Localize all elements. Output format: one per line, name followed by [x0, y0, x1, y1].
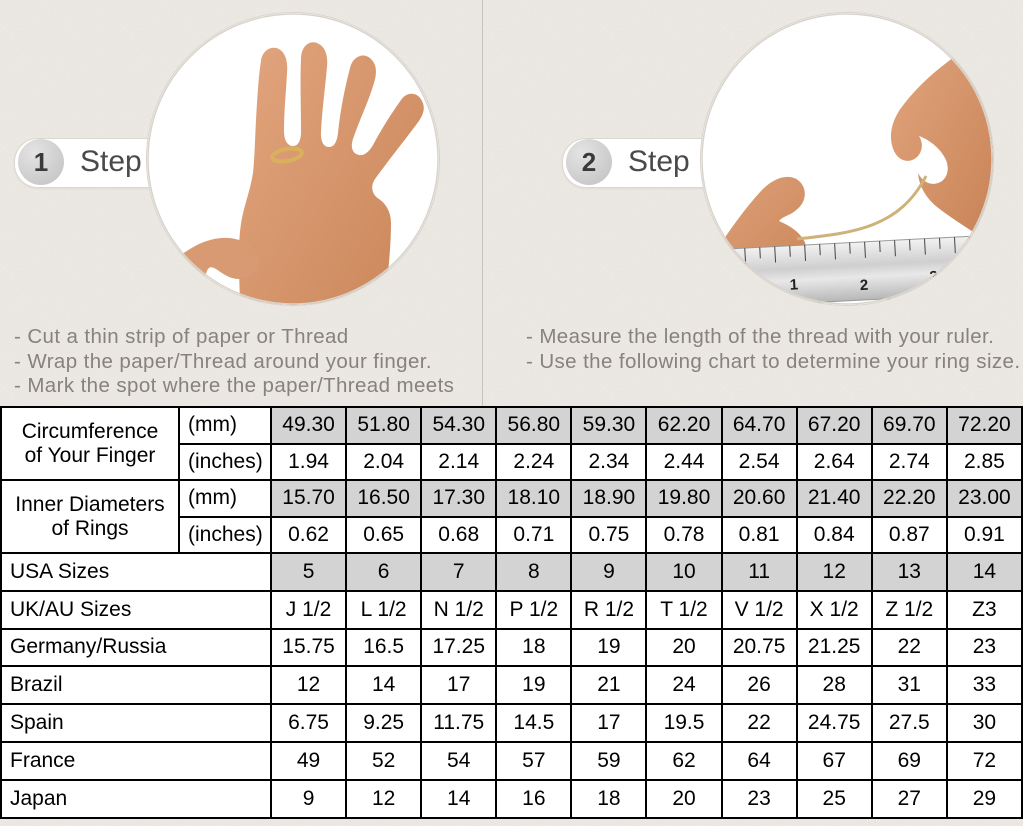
- svg-text:1: 1: [789, 276, 798, 293]
- svg-text:2: 2: [859, 277, 868, 294]
